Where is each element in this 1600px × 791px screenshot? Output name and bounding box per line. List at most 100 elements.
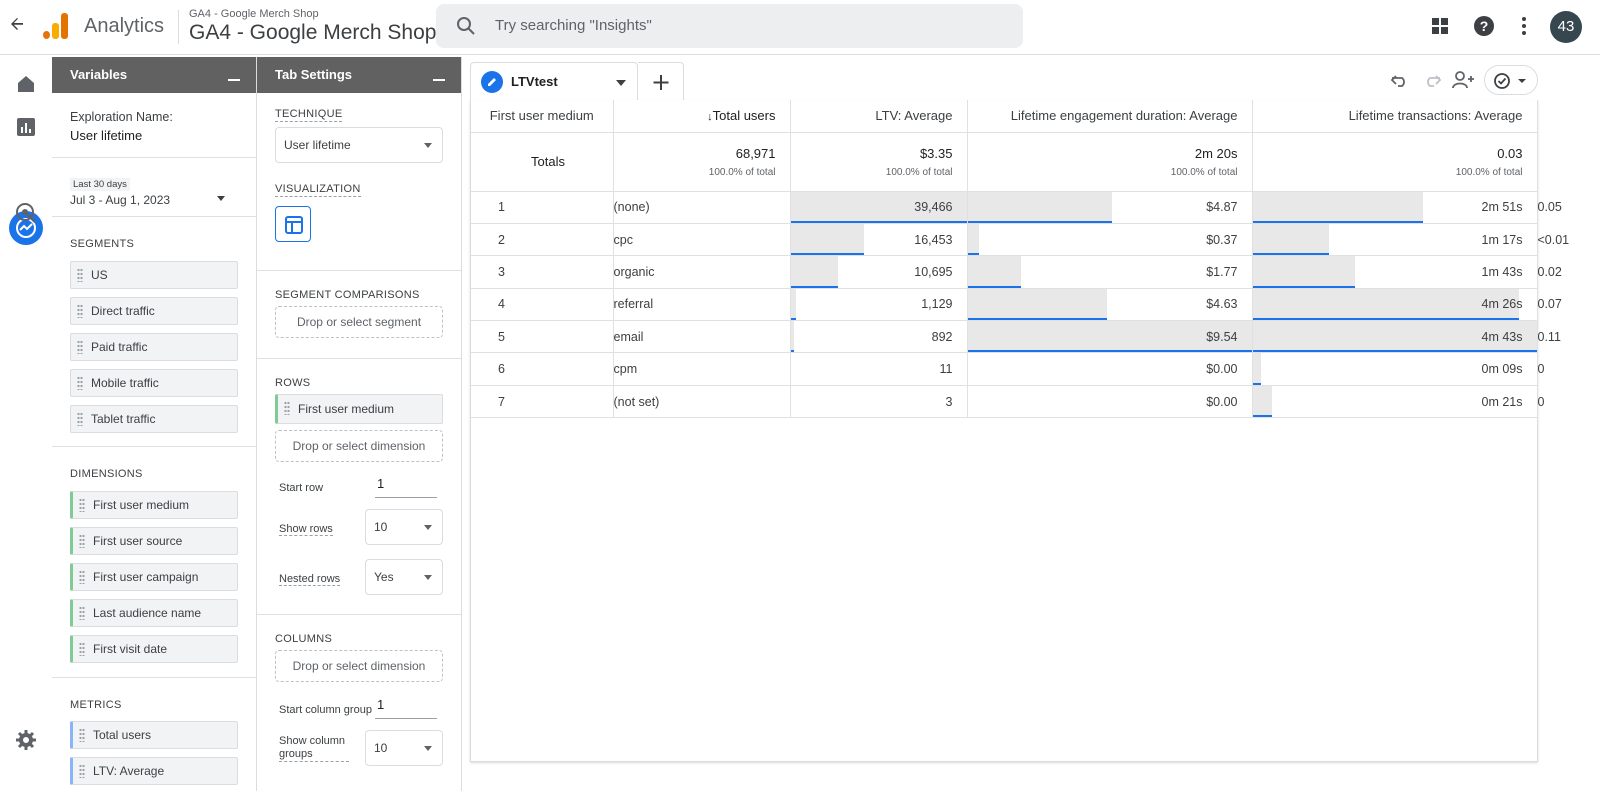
metric-cell[interactable]: 4m 43s bbox=[1252, 320, 1538, 354]
metric-cell[interactable]: 0m 09s bbox=[1252, 352, 1538, 386]
table-visualization-button[interactable] bbox=[275, 206, 311, 242]
share-user-add-icon[interactable] bbox=[1450, 68, 1474, 92]
dimension-chip[interactable]: First user source bbox=[70, 527, 238, 555]
table-row[interactable]: 5 email 892 $9.54 4m 43s 0.11 bbox=[471, 320, 1561, 354]
date-range-value[interactable]: Jul 3 - Aug 1, 2023 bbox=[70, 193, 171, 207]
table-row[interactable]: 6 cpm 11 $0.00 0m 09s 0 bbox=[471, 352, 1544, 386]
dimension-chip[interactable]: First visit date bbox=[70, 635, 238, 663]
drag-handle-icon[interactable] bbox=[79, 534, 85, 548]
segment-chip-paid-traffic[interactable]: Paid traffic bbox=[70, 333, 238, 361]
account-name[interactable]: GA4 - Google Merch Shop bbox=[189, 8, 319, 20]
redo-icon[interactable] bbox=[1420, 68, 1444, 92]
settings-gear-icon[interactable] bbox=[13, 727, 39, 753]
table-row[interactable]: 2 cpc 16,453 $0.37 1m 17s <0.01 bbox=[471, 223, 1569, 257]
row-dimension-value[interactable]: (none) bbox=[613, 191, 791, 224]
drop-row-dimension-target[interactable]: Drop or select dimension bbox=[275, 430, 443, 462]
drop-column-dimension-target[interactable]: Drop or select dimension bbox=[275, 650, 443, 682]
more-vert-icon[interactable] bbox=[1512, 14, 1536, 38]
column-header-engagement-duration[interactable]: Lifetime engagement duration: Average bbox=[967, 100, 1253, 133]
metric-cell[interactable]: 1m 17s bbox=[1252, 223, 1538, 257]
dimension-chip[interactable]: Last audience name bbox=[70, 599, 238, 627]
drag-handle-icon[interactable] bbox=[79, 642, 85, 656]
help-icon[interactable]: ? bbox=[1472, 14, 1496, 38]
drag-handle-icon[interactable] bbox=[77, 268, 83, 282]
date-dropdown-caret-icon[interactable] bbox=[217, 196, 225, 201]
drop-segment-target[interactable]: Drop or select segment bbox=[275, 306, 443, 338]
segment-chip-us[interactable]: US bbox=[70, 261, 238, 289]
table-row[interactable]: 7 (not set) 3 $0.00 0m 21s 0 bbox=[471, 385, 1544, 419]
column-header-ltv-average[interactable]: LTV: Average bbox=[790, 100, 968, 133]
table-row[interactable]: 1 (none) 39,466 $4.87 2m 51s 0.05 bbox=[471, 191, 1562, 224]
metric-cell[interactable]: 11 bbox=[790, 352, 968, 386]
drag-handle-icon[interactable] bbox=[77, 376, 83, 390]
explore-icon[interactable] bbox=[9, 211, 43, 245]
metric-chip[interactable]: Total users bbox=[70, 721, 238, 749]
metric-cell[interactable]: 1m 43s bbox=[1252, 255, 1538, 289]
advertising-icon[interactable] bbox=[13, 200, 39, 226]
column-header-lifetime-transactions[interactable]: Lifetime transactions: Average bbox=[1252, 100, 1538, 133]
date-range-section[interactable]: Last 30 days Jul 3 - Aug 1, 2023 bbox=[52, 158, 256, 217]
metric-cell[interactable]: $0.37 bbox=[967, 223, 1253, 257]
exploration-name-input[interactable]: User lifetime bbox=[70, 128, 143, 143]
drag-handle-icon[interactable] bbox=[284, 401, 290, 415]
chevron-down-icon[interactable] bbox=[616, 80, 626, 86]
start-column-group-input[interactable]: 1 bbox=[375, 697, 437, 719]
metric-cell[interactable]: 0m 21s bbox=[1252, 385, 1538, 419]
show-rows-select[interactable]: 10 bbox=[365, 509, 443, 545]
drag-handle-icon[interactable] bbox=[79, 764, 85, 778]
metric-cell[interactable]: 2m 51s bbox=[1252, 191, 1538, 224]
row-dimension-value[interactable]: cpm bbox=[613, 352, 791, 386]
drag-handle-icon[interactable] bbox=[79, 606, 85, 620]
edit-pencil-icon[interactable] bbox=[481, 71, 503, 93]
drag-handle-icon[interactable] bbox=[77, 412, 83, 426]
drag-handle-icon[interactable] bbox=[79, 570, 85, 584]
collapse-variables-icon[interactable] bbox=[228, 79, 240, 81]
column-header-first-user-medium[interactable]: First user medium bbox=[471, 100, 614, 133]
nested-rows-select[interactable]: Yes bbox=[365, 559, 443, 595]
metric-cell[interactable]: $1.77 bbox=[967, 255, 1253, 289]
reports-icon[interactable] bbox=[13, 114, 39, 140]
home-icon[interactable] bbox=[13, 71, 39, 97]
metric-cell[interactable]: $0.00 bbox=[967, 385, 1253, 419]
dimension-chip[interactable]: First user medium bbox=[70, 491, 238, 519]
row-dimension-value[interactable]: referral bbox=[613, 288, 791, 322]
metric-cell[interactable]: 4m 26s bbox=[1252, 288, 1538, 322]
rows-dimension-chip[interactable]: First user medium bbox=[275, 394, 443, 424]
add-tab-button[interactable] bbox=[638, 62, 684, 100]
metric-cell[interactable]: 1,129 bbox=[790, 288, 968, 322]
avatar[interactable]: 43 bbox=[1550, 11, 1582, 43]
undo-icon[interactable] bbox=[1388, 68, 1412, 92]
drag-handle-icon[interactable] bbox=[77, 340, 83, 354]
apps-grid-icon[interactable] bbox=[1428, 14, 1452, 38]
metric-cell[interactable]: $4.87 bbox=[967, 191, 1253, 224]
property-selector[interactable]: GA4 - Google Merch Shop bbox=[189, 21, 437, 44]
column-header-total-users[interactable]: ↓Total users bbox=[613, 100, 791, 133]
segment-chip-direct-traffic[interactable]: Direct traffic bbox=[70, 297, 238, 325]
drag-handle-icon[interactable] bbox=[79, 498, 85, 512]
metric-chip[interactable]: LTV: Average bbox=[70, 757, 238, 785]
row-dimension-value[interactable]: (not set) bbox=[613, 385, 791, 419]
metric-cell[interactable]: 3 bbox=[790, 385, 968, 419]
segment-chip-mobile-traffic[interactable]: Mobile traffic bbox=[70, 369, 238, 397]
search-bar[interactable]: Try searching "Insights" bbox=[436, 4, 1023, 48]
collapse-tab-settings-icon[interactable] bbox=[433, 79, 445, 81]
dimension-chip[interactable]: First user campaign bbox=[70, 563, 238, 591]
technique-select[interactable]: User lifetime bbox=[275, 127, 443, 163]
metric-cell[interactable]: 16,453 bbox=[790, 223, 968, 257]
row-dimension-value[interactable]: cpc bbox=[613, 223, 791, 257]
metric-cell[interactable]: 10,695 bbox=[790, 255, 968, 289]
show-column-groups-select[interactable]: 10 bbox=[365, 730, 443, 766]
status-dropdown-button[interactable] bbox=[1484, 65, 1538, 95]
metric-cell[interactable]: $0.00 bbox=[967, 352, 1253, 386]
metric-cell[interactable]: $9.54 bbox=[967, 320, 1253, 354]
segment-chip-tablet-traffic[interactable]: Tablet traffic bbox=[70, 405, 238, 433]
row-dimension-value[interactable]: email bbox=[613, 320, 791, 354]
metric-cell[interactable]: 892 bbox=[790, 320, 968, 354]
metric-cell[interactable]: $4.63 bbox=[967, 288, 1253, 322]
tab-ltvtest[interactable]: LTVtest bbox=[470, 62, 638, 100]
table-row[interactable]: 4 referral 1,129 $4.63 4m 26s 0.07 bbox=[471, 288, 1562, 322]
table-row[interactable]: 3 organic 10,695 $1.77 1m 43s 0.02 bbox=[471, 255, 1562, 289]
metric-cell[interactable]: 39,466 bbox=[790, 191, 968, 224]
back-arrow-icon[interactable] bbox=[6, 15, 28, 37]
row-dimension-value[interactable]: organic bbox=[613, 255, 791, 289]
